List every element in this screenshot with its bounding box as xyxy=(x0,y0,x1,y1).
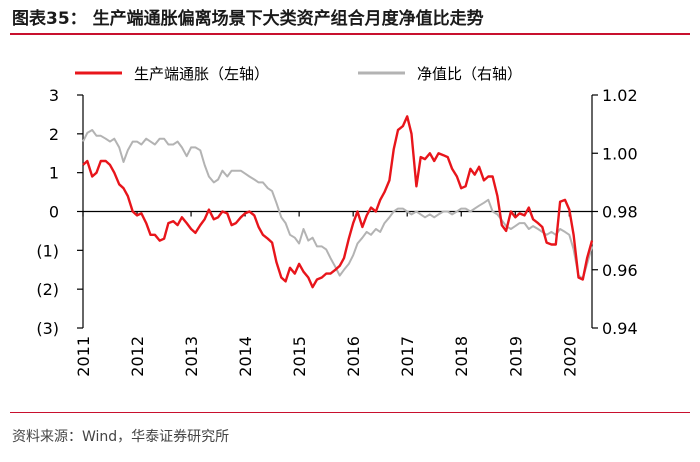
right-axis-tick-label: 0.98 xyxy=(602,203,638,222)
x-axis-tick-label: 2013 xyxy=(182,336,201,377)
x-axis-tick-label: 2011 xyxy=(74,336,93,377)
left-axis-tick-label: 2 xyxy=(49,125,59,144)
right-axis-tick-label: 0.94 xyxy=(602,319,638,338)
left-axis-tick-label: 0 xyxy=(49,203,59,222)
series-line-nav xyxy=(82,129,593,280)
x-axis-tick-label: 2018 xyxy=(452,336,471,377)
series-line-ppi xyxy=(82,115,594,289)
line-chart: 生产端通胀（左轴） 净值比（右轴） 3 2 1 0 (1) (2) (3) 1.02 1.00 0… xyxy=(36,65,637,377)
title-divider xyxy=(10,33,690,35)
left-axis-tick-label: (2) xyxy=(36,280,59,299)
axes: 3 2 1 0 (1) (2) (3) 1.02 1.00 0.98 0.96 0.94 2011 201… xyxy=(36,86,637,377)
page-title: 图表35： 生产端通胀偏离场景下大类资产组合月度净值比走势 xyxy=(12,9,484,29)
x-axis-tick-label: 2014 xyxy=(236,336,255,377)
x-axis-tick-label: 2015 xyxy=(290,336,309,377)
x-axis-tick-label: 2019 xyxy=(506,336,525,377)
x-axis-tick-label: 2020 xyxy=(560,336,579,377)
x-axis-tick-label: 2012 xyxy=(128,336,147,377)
x-axis-tick-label: 2016 xyxy=(344,336,363,377)
source-note: 资料来源：Wind，华泰证券研究所 xyxy=(12,429,230,445)
legend-label-ppi: 生产端通胀（左轴） xyxy=(134,65,269,83)
left-axis-tick-label: (1) xyxy=(36,241,59,260)
x-axis-tick-label: 2017 xyxy=(398,336,417,377)
right-axis-tick-label: 0.96 xyxy=(602,261,638,280)
source-divider xyxy=(10,412,690,413)
left-axis-tick-label: 3 xyxy=(49,86,59,105)
left-axis-tick-label: (3) xyxy=(36,319,59,338)
right-axis-tick-label: 1.00 xyxy=(602,144,638,163)
left-axis-tick-label: 1 xyxy=(49,164,59,183)
legend: 生产端通胀（左轴） 净值比（右轴） xyxy=(75,65,522,83)
legend-label-nav: 净值比（右轴） xyxy=(417,65,522,83)
right-axis-tick-label: 1.02 xyxy=(602,86,638,105)
series-group xyxy=(82,115,594,289)
